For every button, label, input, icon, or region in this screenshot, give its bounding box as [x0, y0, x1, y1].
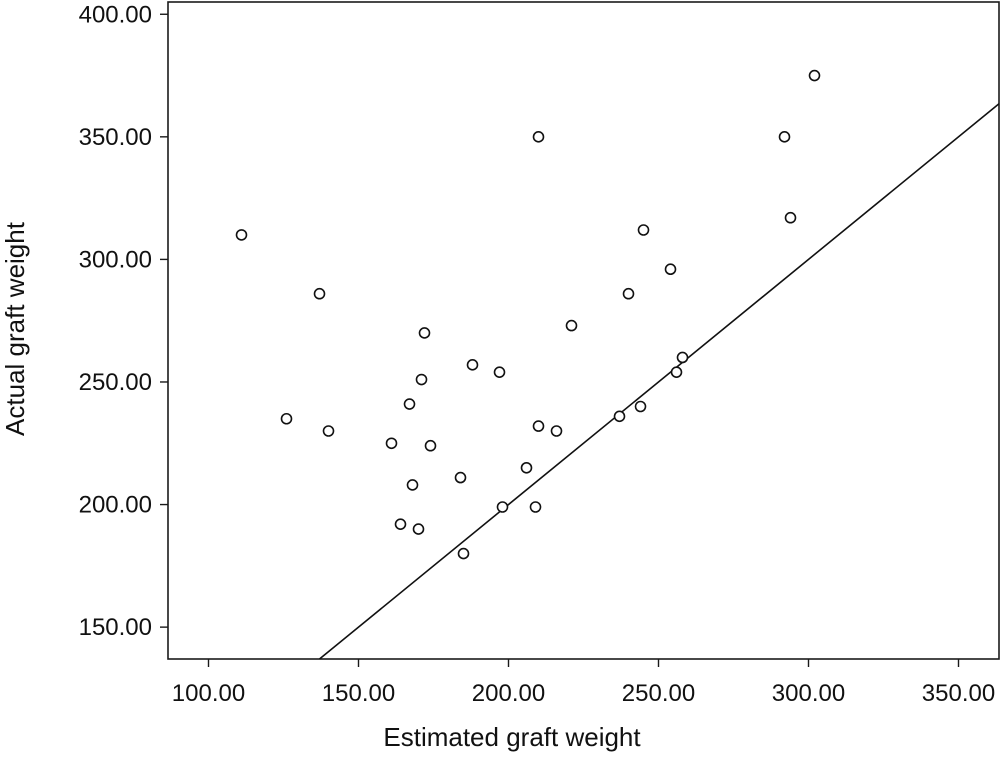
data-point	[532, 131, 545, 143]
data-point	[637, 224, 650, 236]
x-tick-label: 200.00	[472, 680, 545, 707]
y-tick-label: 400.00	[79, 1, 152, 28]
data-point	[664, 263, 677, 276]
y-tick-label: 350.00	[79, 124, 152, 151]
data-point	[412, 523, 425, 535]
y-tick-label: 250.00	[79, 369, 152, 396]
data-point	[418, 327, 431, 339]
data-point	[778, 131, 791, 143]
x-axis: 100.00 150.00 200.00 250.00 300.00 350.00	[172, 659, 995, 707]
data-point	[676, 351, 689, 364]
data-point	[394, 518, 407, 530]
data-point	[529, 501, 542, 513]
data-point	[496, 501, 509, 513]
y-tick-label: 200.00	[79, 492, 152, 519]
data-point	[532, 420, 545, 432]
plot-frame	[167, 1, 1000, 660]
x-tick-label: 300.00	[772, 680, 845, 707]
data-points	[235, 69, 821, 560]
data-point	[385, 437, 398, 450]
reference-line-layer	[318, 103, 1000, 660]
data-point	[313, 287, 326, 300]
data-point	[808, 69, 821, 82]
data-point	[454, 471, 467, 484]
data-point	[235, 229, 248, 241]
x-tick-label: 150.00	[322, 680, 395, 707]
data-point	[466, 359, 479, 371]
data-point	[520, 461, 533, 474]
data-point	[415, 373, 428, 386]
identity-line	[318, 103, 1000, 660]
y-tick-label: 150.00	[79, 614, 152, 641]
y-axis: 150.00 200.00 250.00 300.00 350.00 400.00	[79, 1, 168, 641]
data-point	[634, 400, 647, 413]
data-point	[565, 319, 578, 332]
x-axis-title: Estimated graft weight	[383, 722, 641, 752]
data-point	[622, 287, 635, 300]
x-tick-label: 250.00	[622, 680, 695, 707]
data-point	[424, 439, 437, 452]
data-point	[280, 412, 293, 425]
data-point	[670, 366, 683, 378]
data-point	[784, 211, 797, 224]
data-point	[493, 366, 506, 378]
data-point	[406, 479, 419, 491]
data-point	[613, 410, 626, 423]
data-point	[457, 547, 470, 560]
x-tick-label: 100.00	[172, 680, 245, 707]
data-point	[322, 425, 335, 437]
data-point	[403, 398, 416, 410]
x-tick-label: 350.00	[922, 680, 995, 707]
y-tick-label: 300.00	[79, 246, 152, 273]
y-axis-title: Actual graft weight	[0, 221, 30, 436]
data-point	[550, 425, 563, 437]
